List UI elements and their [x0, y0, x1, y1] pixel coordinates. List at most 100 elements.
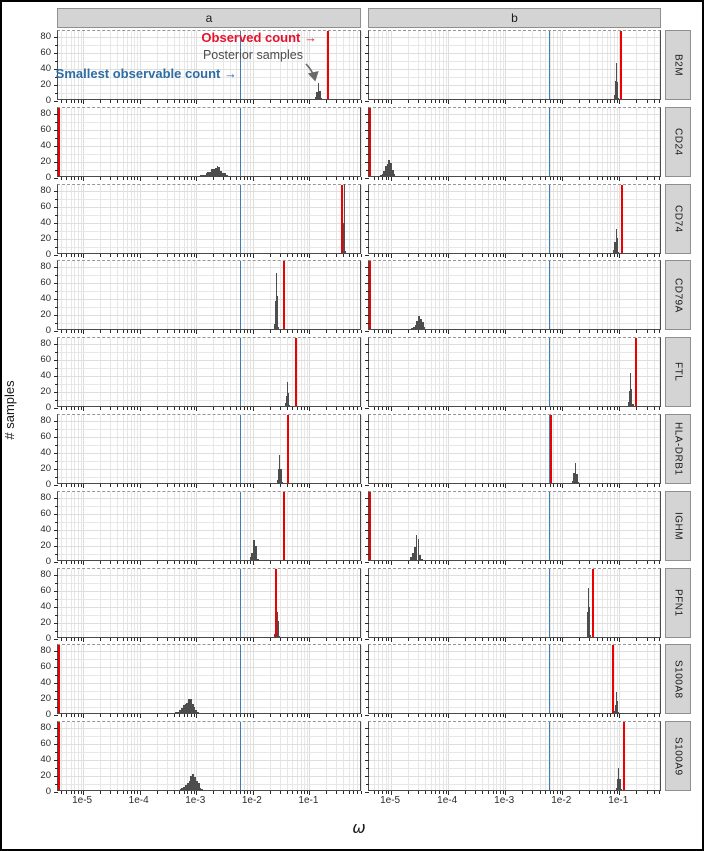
x-tick — [502, 790, 504, 794]
gridline-y — [58, 469, 360, 471]
gridline-x — [408, 645, 410, 713]
x-tick — [616, 253, 618, 257]
x-tick — [250, 637, 252, 641]
gridline-x — [562, 415, 564, 483]
x-tick — [465, 483, 467, 487]
gridline-x — [100, 31, 102, 99]
y-tick — [54, 591, 58, 593]
gridline-y — [369, 162, 660, 164]
gridline-x — [77, 185, 79, 253]
gridline-x — [475, 722, 477, 790]
x-tick — [247, 560, 249, 564]
x-tick — [309, 790, 311, 795]
y-tick — [366, 170, 369, 172]
gridline-x — [589, 415, 591, 483]
histogram-bar — [586, 629, 588, 637]
gridline-x — [187, 645, 189, 713]
histogram-bar — [417, 538, 420, 560]
y-tick-label: 60 — [40, 277, 51, 289]
x-tick — [659, 483, 661, 487]
gridline-x — [343, 261, 345, 329]
x-tick — [286, 176, 288, 180]
x-tick — [127, 637, 129, 641]
x-tick — [300, 253, 302, 257]
x-tick — [556, 790, 558, 794]
x-tick — [66, 790, 68, 794]
gridline-y — [369, 591, 660, 593]
x-tick — [499, 560, 501, 564]
gridline-y — [58, 736, 360, 738]
x-tick — [488, 790, 490, 794]
gridline-x — [579, 31, 581, 99]
y-tick — [365, 162, 369, 164]
facet-strip-row-label: B2M — [672, 53, 684, 77]
y-tick — [366, 368, 369, 370]
histogram-bar — [588, 587, 590, 637]
gridline-x — [385, 108, 387, 176]
gridline-x — [60, 261, 62, 329]
gridline-x — [300, 415, 302, 483]
gridline-x — [613, 722, 615, 790]
x-tick — [348, 713, 350, 717]
y-tick — [365, 392, 369, 394]
x-tick — [659, 329, 661, 333]
gridline-x — [499, 722, 501, 790]
histogram-bar — [391, 169, 394, 176]
gridline-x — [252, 108, 254, 176]
gridline-x — [60, 108, 62, 176]
gridline-x — [66, 569, 68, 637]
smallest-observable-line — [548, 492, 551, 560]
gridline-x — [522, 185, 524, 253]
gridline-x — [303, 108, 305, 176]
gridline-x — [539, 108, 541, 176]
gridline-x — [100, 338, 102, 406]
gridline-y — [369, 170, 660, 172]
gridline-x — [579, 185, 581, 253]
gridline-x — [418, 569, 420, 637]
x-tick — [616, 790, 618, 794]
x-tick — [488, 406, 490, 410]
observed-count-line — [369, 261, 371, 329]
histogram-bar — [615, 787, 618, 790]
y-tick-label: 80 — [40, 185, 51, 197]
histogram-bar — [613, 249, 615, 253]
y-tick — [365, 101, 369, 102]
gridline-y — [369, 554, 660, 556]
gridline-x — [539, 185, 541, 253]
x-tick — [545, 713, 547, 717]
x-tick — [439, 637, 441, 641]
gridline-x — [492, 261, 494, 329]
histogram-bar — [191, 703, 194, 713]
gridline-x — [492, 108, 494, 176]
gridline-x — [616, 492, 618, 560]
smallest-observable-line — [548, 185, 551, 253]
facet-strip-row-CD79A: CD79A — [665, 260, 691, 330]
gridline-x — [296, 569, 298, 637]
x-tick — [430, 176, 432, 180]
gridline-x — [80, 492, 82, 560]
gridline-x — [306, 645, 308, 713]
y-tick — [365, 178, 369, 179]
histogram-bar — [385, 165, 387, 176]
x-tick — [130, 176, 132, 180]
gridline-x — [532, 722, 534, 790]
x-tick — [250, 713, 252, 717]
x-tick — [127, 560, 129, 564]
x-tick — [247, 790, 249, 794]
gridline-x — [77, 261, 79, 329]
gridline-y — [58, 352, 360, 354]
x-tick — [166, 483, 168, 487]
y-tick — [366, 154, 369, 156]
gridline-x — [336, 261, 338, 329]
x-tick — [134, 637, 136, 641]
gridline-x — [193, 185, 195, 253]
x-tick — [496, 713, 498, 717]
gridline-y — [369, 546, 660, 548]
histogram-bar — [342, 223, 344, 253]
histogram-bar — [314, 97, 317, 99]
gridline-y — [369, 607, 660, 609]
gridline-x — [213, 261, 215, 329]
gridline-x — [430, 261, 432, 329]
y-tick — [366, 384, 369, 386]
gridline-x — [303, 492, 305, 560]
